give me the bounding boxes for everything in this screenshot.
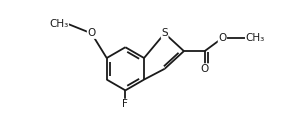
Text: O: O: [87, 28, 95, 38]
Text: CH₃: CH₃: [49, 19, 68, 29]
Text: F: F: [122, 99, 128, 109]
Text: O: O: [200, 64, 209, 74]
Text: S: S: [161, 28, 168, 38]
Text: CH₃: CH₃: [246, 33, 265, 43]
Text: O: O: [218, 33, 227, 43]
